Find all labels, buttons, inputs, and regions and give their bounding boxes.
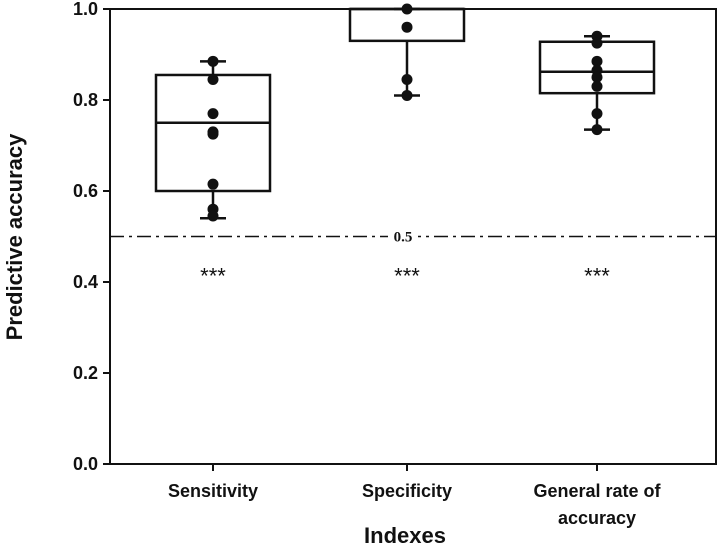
data-point bbox=[207, 128, 219, 140]
data-point bbox=[591, 80, 603, 92]
data-point bbox=[401, 3, 413, 15]
reference-label-background bbox=[388, 228, 418, 243]
box-group: *** bbox=[154, 55, 272, 289]
data-point bbox=[207, 210, 219, 222]
data-point bbox=[401, 21, 413, 33]
data-point bbox=[401, 74, 413, 86]
box-group: *** bbox=[348, 3, 466, 289]
data-point bbox=[207, 178, 219, 190]
y-tick-label: 0.8 bbox=[73, 90, 98, 110]
significance-label: *** bbox=[584, 264, 610, 289]
x-axis: Sensitivity Specificity General rate of acc… bbox=[168, 464, 662, 528]
significance-label: *** bbox=[200, 264, 226, 289]
data-point bbox=[207, 108, 219, 120]
x-tick-label: accuracy bbox=[558, 508, 636, 528]
data-point bbox=[207, 74, 219, 86]
data-point bbox=[591, 108, 603, 120]
x-tick-label: General rate of bbox=[533, 481, 661, 501]
y-axis-title: Predictive accuracy bbox=[2, 133, 27, 340]
data-point bbox=[591, 55, 603, 67]
x-tick-label: Sensitivity bbox=[168, 481, 258, 501]
box-group: *** bbox=[538, 30, 656, 289]
y-tick-label: 1.0 bbox=[73, 0, 98, 19]
y-tick-label: 0.0 bbox=[73, 454, 98, 474]
significance-label: *** bbox=[394, 264, 420, 289]
data-point bbox=[591, 124, 603, 136]
data-point bbox=[207, 55, 219, 67]
boxes: *** *** *** bbox=[154, 3, 656, 289]
y-tick-label: 0.6 bbox=[73, 181, 98, 201]
reference-line-label: 0.5 bbox=[394, 230, 413, 246]
data-point bbox=[591, 37, 603, 49]
y-tick-label: 0.2 bbox=[73, 363, 98, 383]
x-tick-label: Specificity bbox=[362, 481, 452, 501]
data-point bbox=[401, 89, 413, 101]
x-axis-title: Indexes bbox=[364, 523, 446, 548]
data-point bbox=[591, 71, 603, 83]
y-tick-label: 0.4 bbox=[73, 272, 98, 292]
y-axis: 0.0 0.2 0.4 0.6 0.8 1.0 bbox=[73, 0, 110, 474]
reference-line-group: 0.5 bbox=[110, 228, 716, 246]
